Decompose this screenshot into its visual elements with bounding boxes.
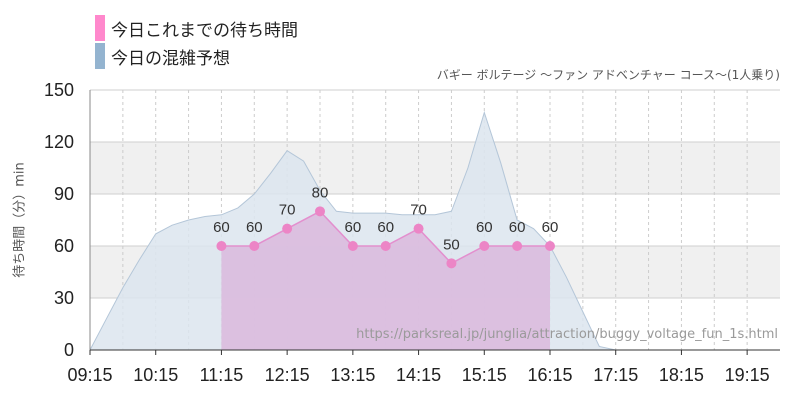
y-axis-label: 待ち時間（分）min [12, 162, 28, 278]
x-tick-label: 09:15 [67, 365, 112, 385]
y-tick-label: 60 [54, 236, 74, 256]
data-label: 50 [443, 236, 460, 253]
data-label: 60 [213, 219, 230, 236]
y-tick-label: 120 [44, 132, 74, 152]
data-label: 60 [345, 219, 362, 236]
data-label: 60 [542, 219, 559, 236]
data-label: 60 [476, 219, 493, 236]
data-point [347, 241, 358, 251]
data-point [249, 241, 260, 251]
x-tick-label: 12:15 [265, 365, 310, 385]
x-tick-label: 18:15 [659, 365, 704, 385]
y-tick-label: 0 [64, 340, 74, 360]
x-tick-label: 19:15 [725, 365, 770, 385]
x-tick-label: 14:15 [396, 365, 441, 385]
chart-subtitle: バギー ボルテージ 〜ファン アドベンチャー コース〜(1人乗り) [436, 68, 780, 82]
legend-swatch-forecast [95, 43, 105, 69]
data-point [315, 206, 325, 217]
data-point [545, 241, 555, 251]
y-tick-label: 30 [54, 288, 74, 308]
x-tick-label: 13:15 [330, 365, 375, 385]
data-point [380, 241, 391, 251]
data-point [216, 241, 227, 251]
data-label: 60 [246, 219, 263, 236]
data-label: 70 [279, 202, 296, 219]
data-point [512, 241, 523, 251]
data-label: 60 [377, 219, 394, 236]
legend-label-forecast: 今日の混雑予想 [111, 48, 230, 69]
actual-area [221, 211, 550, 350]
x-tick-label: 16:15 [527, 365, 572, 385]
y-tick-label: 90 [54, 184, 74, 204]
legend: 今日これまでの待ち時間 今日の混雑予想 [95, 14, 298, 70]
y-tick-label: 150 [44, 80, 74, 100]
legend-swatch-actual [95, 15, 105, 41]
legend-item-actual: 今日これまでの待ち時間 [95, 14, 298, 42]
source-url-watermark: https://parksreal.jp/junglia/attraction/… [356, 327, 778, 342]
data-label: 60 [509, 219, 526, 236]
data-point [479, 241, 490, 251]
legend-label-actual: 今日これまでの待ち時間 [111, 20, 298, 41]
data-label: 70 [410, 202, 427, 219]
x-tick-label: 11:15 [200, 365, 244, 385]
data-point [282, 223, 293, 234]
data-point [446, 258, 457, 269]
grid-band [90, 142, 780, 194]
x-tick-label: 10:15 [133, 365, 178, 385]
data-point [413, 223, 424, 234]
legend-item-forecast: 今日の混雑予想 [95, 42, 298, 70]
x-tick-label: 15:15 [462, 365, 507, 385]
data-label: 80 [312, 184, 329, 201]
x-tick-label: 17:15 [593, 365, 638, 385]
